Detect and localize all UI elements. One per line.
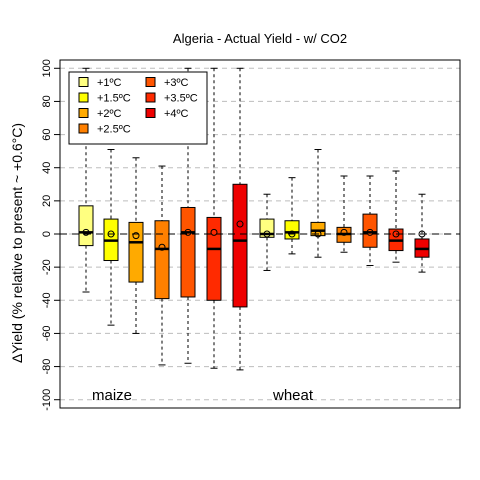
mean-marker <box>184 228 192 236</box>
legend-item: +2.5ºC <box>78 123 131 135</box>
mean-marker <box>132 232 140 240</box>
mean-marker <box>340 228 348 236</box>
box-body <box>154 220 170 300</box>
box-body <box>362 213 378 248</box>
legend-item: +3.5ºC <box>145 92 198 104</box>
box-wheat-1 <box>259 193 275 271</box>
mean-marker <box>158 243 166 251</box>
legend-swatch <box>145 92 156 103</box>
y-axis-label: ΔYield (% relative to present ~ +0.6°C) <box>9 123 25 363</box>
legend-item: +2ºC <box>78 108 122 120</box>
box-maize-2 <box>103 148 119 326</box>
legend-label: +2.5ºC <box>97 123 131 135</box>
box-body <box>232 183 248 308</box>
box-maize-5 <box>180 67 196 364</box>
box-wheat-4 <box>336 175 352 253</box>
y-tick-label: 0 <box>41 231 53 237</box>
y-tick-label: 80 <box>41 95 53 107</box>
legend-item: +4ºC <box>145 108 189 120</box>
y-tick-label: -60 <box>41 325 53 341</box>
legend-label: +3.5ºC <box>164 92 198 104</box>
legend-swatch <box>78 77 89 87</box>
legend-swatch <box>78 108 89 118</box>
y-tick-label: 100 <box>41 59 53 77</box>
legend-label: +2ºC <box>97 108 122 120</box>
box-wheat-3 <box>310 148 326 258</box>
legend-swatch <box>145 108 156 118</box>
legend-swatch <box>78 123 89 134</box>
group-labels: maize wheat <box>92 387 314 404</box>
y-tick-label: -40 <box>41 292 53 308</box>
y-tick-label: 60 <box>41 128 53 140</box>
mean-marker <box>236 220 244 228</box>
box-wheat-5 <box>362 175 378 266</box>
mean-marker <box>366 228 374 236</box>
legend-box <box>68 71 208 145</box>
y-tick-label: 40 <box>41 162 53 174</box>
legend-item: +1.5ºC <box>78 92 131 104</box>
legend-label: +1.5ºC <box>97 92 131 104</box>
box-maize-4 <box>154 165 170 366</box>
legend-item: +1ºC <box>78 77 122 89</box>
legend-label: +3ºC <box>164 77 189 89</box>
chart-title: Algeria - Actual Yield - w/ CO2 <box>173 31 347 46</box>
box-body <box>180 206 196 298</box>
legend: +1ºC +1.5ºC +2ºC +2.5ºC +3ºC +3.5ºC +4ºC <box>68 71 208 145</box>
y-tick-label: -80 <box>41 359 53 375</box>
box-maize-7 <box>232 67 248 371</box>
plot-frame <box>59 59 461 409</box>
box-wheat-7 <box>414 193 430 273</box>
box-maize-3 <box>128 157 144 334</box>
legend-item: +3ºC <box>145 77 189 89</box>
y-tick-label: -20 <box>41 259 53 275</box>
box-body <box>128 221 144 283</box>
group-label-wheat: wheat <box>272 387 314 404</box>
box-body <box>78 205 94 247</box>
box-body <box>284 220 300 240</box>
box-wheat-2 <box>284 177 300 255</box>
mean-marker <box>82 228 90 236</box>
legend-label: +1ºC <box>97 77 122 89</box>
box-wheat-6 <box>388 170 404 263</box>
mean-marker <box>210 228 218 236</box>
box-maize-6 <box>206 67 222 369</box>
legend-swatch <box>78 92 89 103</box>
y-tick-label: -100 <box>41 389 53 411</box>
box-body <box>310 221 326 237</box>
legend-swatch <box>145 77 156 87</box>
legend-label: +4ºC <box>164 108 189 120</box>
box-body <box>206 216 222 301</box>
group-label-maize: maize <box>92 387 132 404</box>
boxes <box>60 67 460 371</box>
y-tick-label: 20 <box>41 195 53 207</box>
y-axis: -100 -80 -60 -40 -20 0 20 40 60 80 100 <box>41 59 61 411</box>
